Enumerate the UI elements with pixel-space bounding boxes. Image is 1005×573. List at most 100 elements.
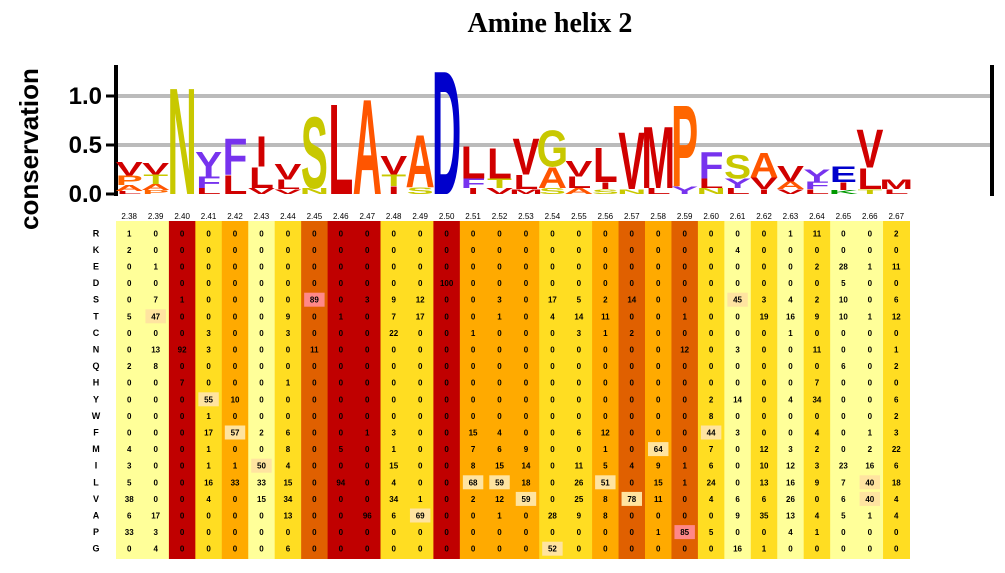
heatmap-position-label: 2.61	[730, 212, 746, 221]
logo-letter: A	[564, 187, 593, 196]
logo-letter: V	[142, 160, 170, 179]
heatmap-cell-value: 0	[153, 329, 158, 338]
logo-letter: L	[461, 138, 486, 189]
heatmap-cell-value: 3	[788, 445, 793, 454]
heatmap-cell-value: 0	[868, 346, 873, 355]
heatmap-cell-value: 0	[286, 246, 291, 255]
heatmap-cell-value: 13	[151, 346, 160, 355]
heatmap-cell-value: 0	[735, 379, 740, 388]
heatmap-cell-value: 0	[656, 346, 661, 355]
heatmap-cell-value: 0	[656, 263, 661, 272]
heatmap-cell-value: 0	[233, 346, 238, 355]
heatmap-cell-value: 0	[709, 545, 714, 554]
logo-y-tick-label: 0.0	[69, 181, 102, 208]
heatmap-cell-value: 0	[180, 229, 185, 238]
heatmap-cell-value: 5	[841, 512, 846, 521]
logo-letter: L	[249, 161, 274, 195]
heatmap-cell-value: 0	[497, 545, 502, 554]
heatmap-cell-value: 0	[259, 528, 264, 537]
heatmap-cell-value: 5	[603, 462, 608, 471]
heatmap-cell-value: 8	[603, 512, 608, 521]
heatmap-cell-value: 0	[630, 412, 635, 421]
heatmap-cell-value: 1	[682, 462, 687, 471]
heatmap-cell-value: 0	[656, 512, 661, 521]
heatmap-cell-value: 8	[286, 445, 291, 454]
heatmap-cell-value: 0	[153, 395, 158, 404]
heatmap-cell-value: 0	[206, 263, 211, 272]
heatmap-cell-value: 0	[444, 296, 449, 305]
heatmap-column-band	[274, 221, 302, 559]
heatmap-column-band	[433, 221, 461, 559]
heatmap-cell-value: 0	[180, 462, 185, 471]
heatmap-position-label: 2.44	[280, 212, 296, 221]
heatmap-cell-value: 96	[363, 512, 372, 521]
logo-letter: L	[805, 188, 830, 195]
heatmap-cell-value: 0	[841, 246, 846, 255]
heatmap-cell-value: 0	[418, 263, 423, 272]
heatmap-cell-value: 0	[524, 512, 529, 521]
heatmap-cell-value: 6	[127, 512, 132, 521]
heatmap-cell-value: 15	[654, 478, 663, 487]
heatmap-cell-value: 0	[603, 263, 608, 272]
heatmap-aa-label: Y	[93, 394, 99, 404]
heatmap-cell-value: 12	[601, 429, 610, 438]
heatmap-cell-value: 0	[497, 528, 502, 537]
heatmap-cell-value: 0	[550, 395, 555, 404]
logo-letter: L	[328, 78, 353, 222]
heatmap-cell-value: 6	[286, 545, 291, 554]
heatmap-cell-value: 0	[868, 412, 873, 421]
heatmap-cell-value: 0	[709, 379, 714, 388]
heatmap-cell-value: 0	[524, 395, 529, 404]
heatmap-cell-value: 0	[630, 379, 635, 388]
logo-letter: I	[388, 184, 399, 196]
heatmap-position-label: 2.41	[201, 212, 217, 221]
logo-letter: T	[381, 171, 406, 190]
heatmap-cell-value: 0	[259, 379, 264, 388]
heatmap-cell-value: 0	[206, 512, 211, 521]
heatmap-cell-value: 0	[180, 263, 185, 272]
heatmap-cell-value: 0	[735, 263, 740, 272]
heatmap-cell-value: 0	[153, 429, 158, 438]
heatmap-column-band	[645, 221, 672, 559]
heatmap-cell-value: 1	[868, 312, 873, 321]
heatmap-cell-value: 22	[892, 445, 901, 454]
heatmap-cell-value: 9	[735, 512, 740, 521]
heatmap-cell-value: 2	[127, 362, 132, 371]
heatmap-cell-value: 0	[735, 362, 740, 371]
heatmap-cell-value: 0	[762, 246, 767, 255]
heatmap-cell-value: 2	[868, 445, 873, 454]
heatmap-cell-value: 13	[760, 478, 769, 487]
heatmap-cell-value: 0	[471, 362, 476, 371]
heatmap-column-band	[459, 221, 487, 559]
heatmap-cell-value: 0	[762, 412, 767, 421]
heatmap-cell-value: 34	[283, 495, 292, 504]
heatmap-position-label: 2.53	[518, 212, 534, 221]
logo-letter: M	[509, 188, 543, 195]
heatmap-cell-value: 0	[180, 329, 185, 338]
heatmap-cell-value: 0	[418, 478, 423, 487]
heatmap-cell-value: 0	[339, 462, 344, 471]
heatmap-cell-value: 0	[656, 229, 661, 238]
heatmap-cell-value: 0	[233, 379, 238, 388]
logo-letter: I	[600, 181, 611, 192]
chart-title: Amine helix 2	[467, 8, 633, 39]
heatmap-cell-value: 6	[391, 512, 396, 521]
heatmap-cell-value: 0	[418, 462, 423, 471]
logo-letter: S	[539, 187, 566, 196]
heatmap-cell-value: 0	[233, 362, 238, 371]
heatmap-cell-value: 0	[471, 395, 476, 404]
heatmap-cell-value: 0	[682, 445, 687, 454]
heatmap-cell-value: 9	[577, 512, 582, 521]
heatmap-cell-value: 0	[682, 495, 687, 504]
heatmap-cell-value: 0	[127, 263, 132, 272]
heatmap-cell-highlight	[859, 475, 881, 490]
heatmap-cell-value: 0	[735, 329, 740, 338]
heatmap-cell-value: 40	[865, 478, 874, 487]
heatmap-cell-value: 0	[550, 329, 555, 338]
heatmap-cell-value: 1	[180, 296, 185, 305]
heatmap-cell-value: 15	[283, 478, 292, 487]
heatmap-cell-value: 0	[418, 246, 423, 255]
heatmap-aa-label: V	[93, 494, 99, 504]
heatmap-cell-value: 0	[868, 279, 873, 288]
heatmap-cell-value: 0	[497, 329, 502, 338]
